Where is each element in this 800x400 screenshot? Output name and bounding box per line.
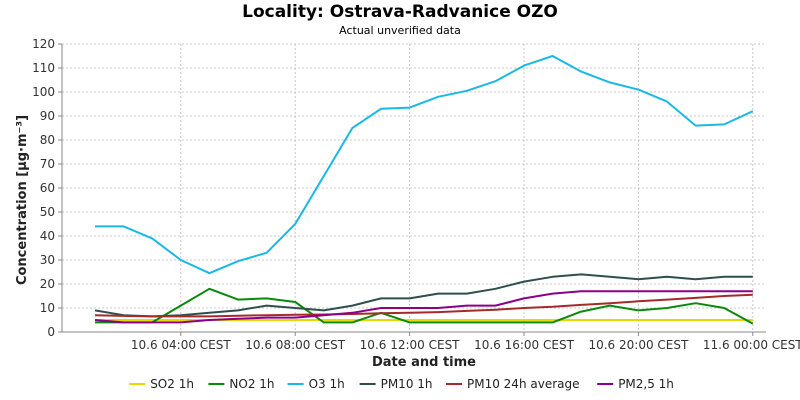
series-line-pm2-5-1h <box>94 290 753 324</box>
legend-label: PM2,5 1h <box>618 377 674 391</box>
legend-item-pm10-1h: PM10 1h <box>359 377 433 391</box>
x-tick-label: 10.6 20:00 CEST <box>588 338 689 352</box>
x-tick-label: 11.6 00:00 CEST <box>703 338 800 352</box>
legend-item-pm10-24h-average: PM10 24h average <box>446 377 580 391</box>
legend-item-o3-1h: O3 1h <box>287 377 345 391</box>
y-tick-label: 100 <box>32 85 55 99</box>
legend-label: O3 1h <box>309 377 345 391</box>
y-axis: 0 10 20 30 40 50 60 70 80 90 100 110 120 <box>32 37 63 339</box>
y-tick-label: 50 <box>40 205 55 219</box>
y-tick-label: 40 <box>40 229 55 243</box>
legend-item-pm2-5-1h: PM2,5 1h <box>597 377 674 391</box>
y-axis-title: Concentration [µg·m⁻³] <box>15 115 30 285</box>
x-tick-label: 10.6 08:00 CEST <box>245 338 346 352</box>
series-lines <box>94 55 754 325</box>
y-tick-label: 30 <box>40 253 55 267</box>
legend-label: SO2 1h <box>150 377 194 391</box>
y-tick-label: 70 <box>40 157 55 171</box>
x-axis: 10.6 04:00 CEST 10.6 08:00 CEST 10.6 12:00… <box>62 331 800 352</box>
grid-lines <box>62 43 766 333</box>
legend-label: NO2 1h <box>229 377 274 391</box>
x-axis-title: Date and time <box>372 355 476 370</box>
legend-label: PM10 24h average <box>467 377 580 391</box>
y-tick-label: 60 <box>40 181 55 195</box>
chart-title: Locality: Ostrava-Radvanice OZO <box>242 2 558 22</box>
y-tick-label: 120 <box>32 37 55 51</box>
series-line-o3-1h <box>95 55 754 275</box>
x-tick-label: 10.6 04:00 CEST <box>131 338 232 352</box>
y-tick-label: 0 <box>47 325 55 339</box>
y-tick-label: 20 <box>40 277 55 291</box>
x-tick-label: 10.6 16:00 CEST <box>474 338 575 352</box>
series-line-no2-1h <box>95 287 754 325</box>
y-tick-label: 90 <box>40 109 55 123</box>
legend-item-so2-1h: SO2 1h <box>129 377 194 391</box>
series-line-pm10-24h-average <box>94 293 753 318</box>
series-line-pm10-1h <box>94 273 753 318</box>
legend-item-no2-1h: NO2 1h <box>208 377 275 391</box>
y-tick-label: 80 <box>40 133 55 147</box>
legend: SO2 1h NO2 1h O3 1h PM10 1h PM10 24h average… <box>129 377 674 391</box>
y-tick-label: 10 <box>40 301 55 315</box>
legend-label: PM10 1h <box>381 377 433 391</box>
y-tick-label: 110 <box>32 61 55 75</box>
x-tick-label: 10.6 12:00 CEST <box>360 338 461 352</box>
chart-subtitle: Actual unverified data <box>339 24 461 37</box>
